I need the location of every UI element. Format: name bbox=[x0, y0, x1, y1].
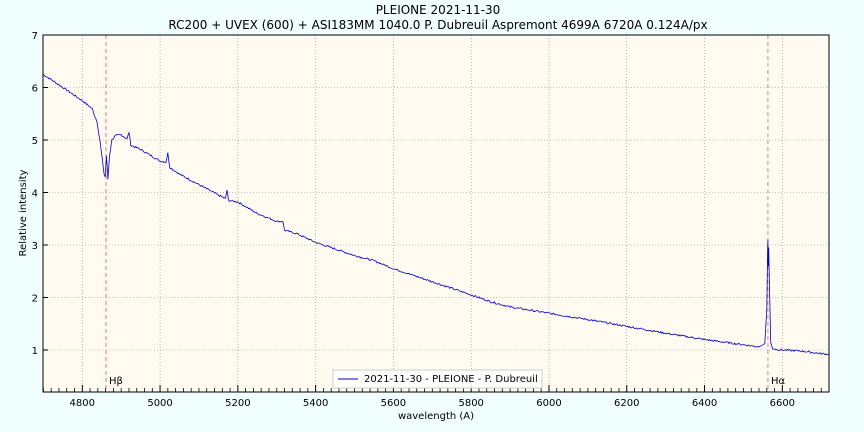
y-tick-label: 2 bbox=[32, 294, 38, 305]
y-axis-ticks: 1 2 3 4 5 6 7 bbox=[32, 31, 48, 357]
y-tick-label: 5 bbox=[32, 136, 38, 147]
x-tick-label: 5800 bbox=[458, 398, 483, 409]
y-tick-label: 6 bbox=[32, 84, 38, 95]
x-tick-label: 5200 bbox=[225, 398, 250, 409]
x-tick-label: 5400 bbox=[303, 398, 328, 409]
x-tick-label: 6600 bbox=[770, 398, 795, 409]
plot-area bbox=[43, 35, 829, 392]
y-tick-label: 1 bbox=[32, 346, 38, 357]
spectrum-line bbox=[42, 74, 830, 356]
legend: 2021-11-30 - PLEIONE - P. Dubreuil bbox=[332, 369, 543, 389]
x-axis-label: wavelength (A) bbox=[398, 411, 474, 422]
x-tick-label: 6400 bbox=[692, 398, 717, 409]
plot-frame bbox=[42, 34, 830, 393]
grid bbox=[43, 34, 829, 392]
y-tick-label: 7 bbox=[32, 31, 38, 42]
x-axis-ticks: 4800 5000 5200 5400 5600 5800 6000 6200 6400 6600 bbox=[42, 385, 830, 409]
x-tick-label: 6200 bbox=[614, 398, 639, 409]
annotation-label: Hα bbox=[771, 376, 786, 387]
x-tick-label: 4800 bbox=[70, 398, 95, 409]
line-annotations: Hβ Hα bbox=[109, 376, 785, 387]
chart-title: PLEIONE 2021-11-30 bbox=[376, 3, 501, 17]
y-tick-label: 4 bbox=[32, 189, 38, 200]
chart-subtitle: RC200 + UVEX (600) + ASI183MM 1040.0 P. … bbox=[168, 18, 707, 32]
legend-label: 2021-11-30 - PLEIONE - P. Dubreuil bbox=[364, 374, 538, 385]
legend-box bbox=[332, 369, 543, 389]
reference-lines bbox=[105, 35, 769, 392]
x-tick-label: 5600 bbox=[381, 398, 406, 409]
y-axis-label: Relative intensity bbox=[18, 169, 29, 256]
y-tick-label: 3 bbox=[32, 241, 38, 252]
x-tick-label: 6000 bbox=[536, 398, 561, 409]
annotation-label: Hβ bbox=[109, 376, 123, 387]
x-tick-label: 5000 bbox=[147, 398, 172, 409]
